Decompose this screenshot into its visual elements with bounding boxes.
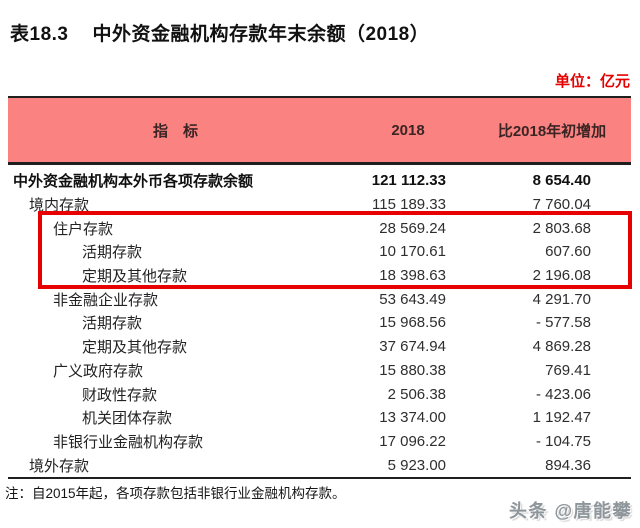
table-row: 活期存款 15 968.56 - 577.58 [8, 311, 631, 335]
table-header-row: 指 标 2018 比2018年初增加 [8, 98, 631, 165]
table-row: 广义政府存款 15 880.38 769.41 [8, 359, 631, 383]
row-increase: 769.41 [545, 361, 591, 379]
row-increase: - 577.58 [535, 314, 591, 332]
table-title-text: 中外资金融机构存款年末余额（2018） [92, 24, 430, 45]
table-row: 住户存款 28 569.24 2 803.68 [8, 216, 631, 240]
row-label: 中外资金融机构本外币各项存款余额 [13, 173, 254, 191]
row-value-2018: 53 643.49 [379, 290, 446, 308]
row-label: 定期及其他存款 [82, 339, 188, 357]
header-col-increase: 比2018年初增加 [497, 122, 607, 140]
row-value-2018: 37 674.94 [379, 338, 446, 356]
table-row: 机关团体存款 13 374.00 1 192.47 [8, 406, 631, 430]
row-value-2018: 5 923.00 [387, 456, 446, 474]
row-value-2018: 15 880.38 [379, 361, 446, 379]
row-label: 活期存款 [82, 244, 143, 262]
row-increase: 4 869.28 [532, 338, 591, 356]
row-label: 财政性存款 [82, 386, 158, 404]
table-row: 非金融企业存款 53 643.49 4 291.70 [8, 287, 631, 311]
page-title: 表18.3 中外资金融机构存款年末余额（2018） [10, 19, 429, 46]
table-row: 中外资金融机构本外币各项存款余额 121 112.33 8 654.40 [8, 169, 631, 193]
table-number: 表18.3 [10, 24, 69, 45]
row-increase: 7 760.04 [532, 196, 591, 214]
table-row: 财政性存款 2 506.38 - 423.06 [8, 382, 631, 406]
row-label: 活期存款 [82, 315, 143, 333]
table-bottom-border [8, 476, 631, 479]
row-label: 非金融企业存款 [53, 291, 159, 309]
table-row: 境外存款 5 923.00 894.36 [8, 453, 631, 477]
row-value-2018: 115 189.33 [372, 196, 446, 214]
table-top-border [8, 96, 631, 98]
row-increase: 4 291.70 [532, 290, 591, 308]
row-label: 境外存款 [29, 457, 90, 475]
table-row: 境内存款 115 189.33 7 760.04 [8, 193, 631, 217]
table-row: 活期存款 10 170.61 607.60 [8, 240, 631, 264]
row-label: 境内存款 [29, 197, 90, 215]
table-body: 中外资金融机构本外币各项存款余额 121 112.33 8 654.40 境内存… [8, 165, 631, 477]
row-increase: - 423.06 [535, 385, 591, 403]
row-increase: 894.36 [545, 456, 591, 474]
table-row: 非银行业金融机构存款 17 096.22 - 104.75 [8, 430, 631, 454]
row-increase: 2 196.08 [532, 267, 591, 285]
row-increase: - 104.75 [535, 432, 591, 450]
row-label: 住户存款 [53, 220, 114, 238]
row-label: 机关团体存款 [82, 410, 173, 428]
row-label: 定期及其他存款 [82, 268, 188, 286]
row-increase: 2 803.68 [532, 219, 591, 237]
header-col-2018: 2018 [391, 121, 425, 139]
row-value-2018: 17 096.22 [379, 432, 446, 450]
row-value-2018: 10 170.61 [379, 243, 446, 261]
footnote: 注：自2015年起，各项存款包括非银行业金融机构存款。 [5, 486, 346, 501]
row-value-2018: 2 506.38 [387, 385, 446, 403]
unit-label: 单位：亿元 [554, 73, 630, 90]
row-increase: 8 654.40 [532, 172, 591, 190]
table-row: 定期及其他存款 18 398.63 2 196.08 [8, 264, 631, 288]
row-value-2018: 121 112.33 [371, 172, 446, 190]
watermark: 头条 @唐能攀 [508, 501, 632, 521]
table-row: 定期及其他存款 37 674.94 4 869.28 [8, 335, 631, 359]
row-value-2018: 15 968.56 [379, 314, 446, 332]
row-increase: 1 192.47 [532, 409, 591, 427]
row-increase: 607.60 [545, 243, 591, 261]
header-col-indicator: 指 标 [152, 122, 198, 140]
row-value-2018: 13 374.00 [379, 409, 446, 427]
row-label: 广义政府存款 [53, 362, 144, 380]
row-label: 非银行业金融机构存款 [53, 433, 204, 451]
row-value-2018: 28 569.24 [379, 219, 446, 237]
deposits-table: 指 标 2018 比2018年初增加 中外资金融机构本外币各项存款余额 121 … [8, 96, 631, 479]
row-value-2018: 18 398.63 [379, 267, 446, 285]
